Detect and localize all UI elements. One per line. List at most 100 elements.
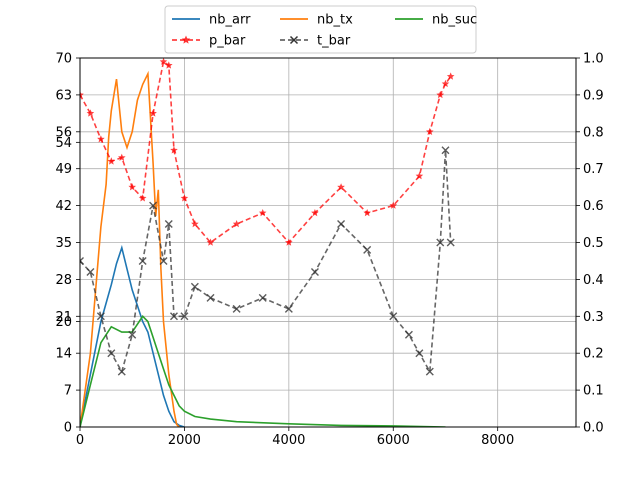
- x-tick-label: 8000: [481, 433, 514, 448]
- series-line-nb_suc: [80, 315, 446, 427]
- point-p_bar: [441, 79, 450, 88]
- y-right-tick-label: 0.3: [583, 310, 604, 325]
- y-left-tick-label: 49: [55, 162, 72, 177]
- series-t_bar: [80, 146, 455, 376]
- point-p_bar: [206, 238, 215, 246]
- point-t_bar: [232, 304, 241, 313]
- point-t_bar: [310, 268, 319, 277]
- point-p_bar: [415, 172, 424, 180]
- point-t_bar: [363, 245, 372, 254]
- series-nb_suc: [80, 315, 446, 427]
- y-left-tick-label: 21: [55, 310, 72, 325]
- y-left-tick-label: 42: [55, 199, 72, 214]
- y-right-tick-label: 0.1: [583, 384, 604, 399]
- legend-label: nb_suc: [432, 13, 477, 28]
- legend-label: nb_arr: [209, 13, 251, 28]
- point-t_bar: [436, 238, 445, 247]
- y-left-tick-label: 63: [55, 88, 72, 103]
- legend-label: nb_tx: [317, 13, 353, 28]
- y-right-tick-label: 0.9: [583, 88, 604, 103]
- legend-item-nb_suc: nb_suc: [395, 13, 477, 28]
- x-tick-label: 6000: [377, 433, 410, 448]
- legend-label: t_bar: [317, 34, 351, 49]
- point-p_bar: [258, 209, 267, 217]
- y-right-tick-label: 0.7: [583, 162, 604, 177]
- point-t_bar: [284, 304, 293, 313]
- point-t_bar: [441, 146, 450, 155]
- legend-marker: [181, 35, 191, 44]
- y-left-tick-label: 7: [64, 384, 72, 399]
- series-layer: [80, 58, 455, 427]
- series-line-p_bar: [80, 60, 452, 244]
- x-tick-label: 2000: [168, 433, 201, 448]
- point-p_bar: [107, 157, 116, 165]
- point-t_bar: [128, 330, 137, 339]
- point-p_bar: [97, 135, 105, 143]
- point-p_bar: [389, 201, 398, 209]
- x-tick-label: 4000: [272, 433, 305, 448]
- point-t_bar: [159, 256, 168, 265]
- point-p_bar: [86, 109, 95, 117]
- point-t_bar: [96, 312, 105, 321]
- y-right-tick-label: 0.5: [583, 236, 604, 251]
- y-left-tick-label: 70: [55, 52, 72, 67]
- point-p_bar: [118, 153, 126, 161]
- point-p_bar: [191, 220, 199, 228]
- point-t_bar: [258, 293, 267, 302]
- point-p_bar: [180, 194, 189, 202]
- point-t_bar: [149, 201, 158, 210]
- point-t_bar: [415, 349, 424, 358]
- y-right-tick-label: 0.4: [583, 273, 604, 288]
- point-p_bar: [128, 183, 136, 191]
- legend-box: [164, 5, 477, 54]
- point-p_bar: [138, 194, 147, 202]
- y-left-tick-label: 28: [55, 273, 72, 288]
- point-t_bar: [86, 268, 95, 277]
- point-t_bar: [138, 256, 147, 265]
- y-left-tick-label: 14: [55, 347, 72, 362]
- series-line-nb_tx: [80, 70, 180, 427]
- y-right-tick-label: 0.2: [583, 347, 604, 362]
- series-nb_arr: [80, 244, 185, 427]
- point-t_bar: [190, 282, 199, 291]
- y-left-tick-label: 35: [55, 236, 72, 251]
- y-left-tick-label: 54: [55, 136, 72, 151]
- point-t_bar: [404, 330, 413, 339]
- point-p_bar: [80, 90, 84, 99]
- legend-marker: [289, 35, 299, 45]
- legend: nb_arr nb_tx nb_suc p_bar t_bar: [164, 5, 477, 54]
- legend-item-p_bar: p_bar: [172, 34, 246, 49]
- point-t_bar: [80, 256, 84, 265]
- legend-label: p_bar: [209, 34, 246, 49]
- series-p_bar: [80, 58, 455, 246]
- point-p_bar: [337, 183, 345, 191]
- point-t_bar: [446, 238, 455, 247]
- series-line-nb_arr: [80, 244, 185, 427]
- legend-item-nb_arr: nb_arr: [172, 13, 251, 28]
- point-t_bar: [337, 220, 346, 229]
- point-p_bar: [426, 127, 434, 135]
- legend-item-t_bar: t_bar: [280, 34, 351, 49]
- point-t_bar: [164, 220, 173, 229]
- point-t_bar: [180, 312, 189, 321]
- point-t_bar: [169, 312, 178, 321]
- series-nb_tx: [80, 70, 180, 427]
- y-left-tick-label: 20: [55, 315, 72, 330]
- point-p_bar: [165, 61, 173, 69]
- y-right-tick-label: 0.8: [583, 125, 604, 140]
- y-left-tick-label: 0: [64, 421, 72, 436]
- point-p_bar: [149, 109, 157, 117]
- point-p_bar: [232, 220, 241, 228]
- point-p_bar: [446, 72, 455, 80]
- point-p_bar: [159, 58, 168, 65]
- legend-item-nb_tx: nb_tx: [280, 13, 353, 28]
- y-right-tick-label: 0.0: [583, 421, 604, 436]
- y-left-tick-label: 56: [55, 125, 72, 140]
- point-p_bar: [311, 209, 319, 217]
- point-p_bar: [285, 238, 293, 246]
- point-t_bar: [425, 367, 434, 376]
- x-tick-label: 0: [76, 433, 84, 448]
- point-p_bar: [363, 209, 371, 217]
